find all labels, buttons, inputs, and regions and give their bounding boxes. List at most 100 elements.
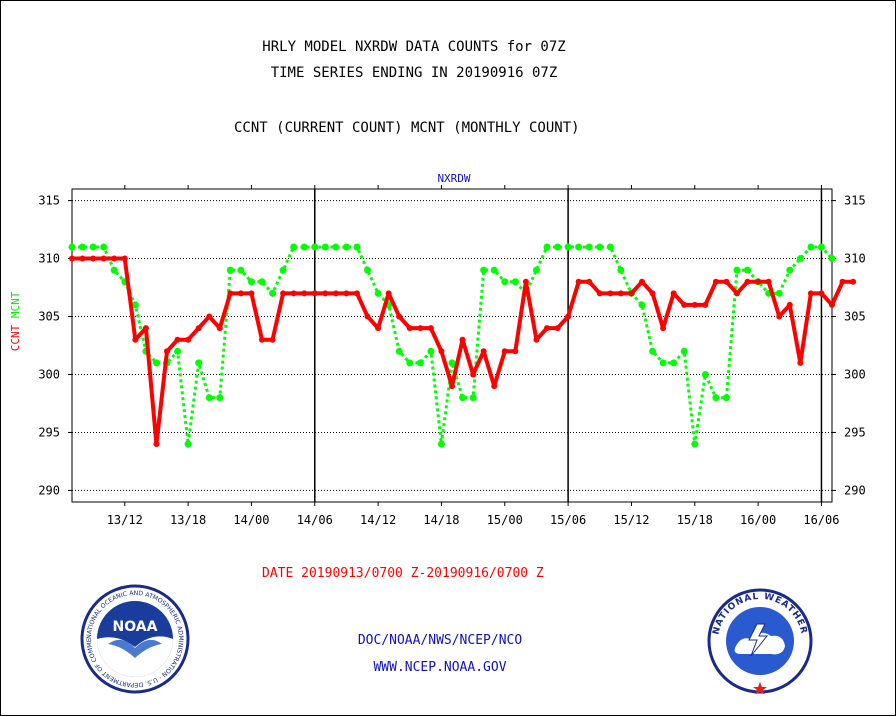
y-tick-label-right: 295 (844, 425, 866, 439)
data-point-ccnt (723, 278, 730, 285)
data-point-mcnt (437, 440, 445, 448)
data-point-mcnt (480, 266, 488, 274)
y-tick-label-left: 305 (38, 310, 60, 324)
data-point-mcnt (501, 278, 509, 286)
data-point-ccnt (100, 255, 107, 262)
data-point-ccnt (375, 325, 382, 332)
data-point-ccnt (628, 290, 635, 297)
y-axis-label: CCNT MCNT (9, 291, 22, 351)
data-point-mcnt (701, 370, 709, 378)
data-point-mcnt (195, 359, 203, 367)
data-point-ccnt (69, 255, 75, 262)
x-tick-label: 13/18 (170, 513, 206, 527)
chart-subtitle: TIME SERIES ENDING IN 20190916 07Z (270, 65, 558, 81)
data-point-ccnt (797, 359, 804, 366)
data-point-mcnt (406, 359, 414, 367)
data-point-ccnt (607, 290, 614, 297)
data-point-ccnt (174, 336, 181, 343)
data-point-ccnt (301, 290, 308, 297)
y-tick-label-left: 295 (38, 425, 60, 439)
data-point-ccnt (850, 278, 857, 285)
y-tick-label-right: 290 (844, 483, 866, 497)
data-point-mcnt (712, 394, 720, 402)
y-axis-label-ccnt: CCNT (9, 318, 22, 351)
data-point-ccnt (332, 290, 339, 297)
data-point-ccnt (427, 325, 434, 332)
nws-logo: NATIONAL WEATHER SERVICE (707, 588, 813, 694)
data-point-ccnt (491, 383, 498, 390)
data-point-ccnt (480, 348, 487, 355)
data-point-mcnt (585, 243, 593, 251)
data-point-ccnt (818, 290, 825, 297)
data-point-ccnt (776, 313, 783, 320)
data-point-mcnt (564, 243, 572, 251)
data-point-ccnt (406, 325, 413, 332)
data-point-mcnt (722, 394, 730, 402)
data-point-ccnt (185, 336, 192, 343)
data-point-ccnt (839, 278, 846, 285)
data-point-ccnt (522, 278, 529, 285)
data-point-mcnt (216, 394, 224, 402)
x-tick-label: 15/06 (550, 513, 586, 527)
data-point-mcnt (395, 347, 403, 355)
data-point-mcnt (796, 255, 804, 263)
data-point-mcnt (490, 266, 498, 274)
data-point-mcnt (828, 255, 836, 263)
data-point-ccnt (786, 301, 793, 308)
data-point-ccnt (132, 336, 139, 343)
data-point-mcnt (79, 243, 87, 251)
data-point-ccnt (660, 325, 667, 332)
data-point-mcnt (290, 243, 298, 251)
data-point-mcnt (775, 289, 783, 297)
plot-area (71, 188, 833, 503)
data-point-mcnt (131, 301, 139, 309)
y-tick-label-left: 310 (38, 252, 60, 266)
data-point-ccnt (290, 290, 297, 297)
data-point-ccnt (755, 278, 762, 285)
data-point-ccnt (691, 301, 698, 308)
y-tick-label-right: 315 (844, 194, 866, 208)
data-point-ccnt (153, 441, 160, 448)
data-point-mcnt (237, 266, 245, 274)
series-line-mcnt (72, 245, 834, 446)
data-point-ccnt (702, 301, 709, 308)
noaa-logo-text: NOAA (113, 619, 158, 635)
data-point-mcnt (670, 359, 678, 367)
data-point-mcnt (321, 243, 329, 251)
data-point-mcnt (469, 394, 477, 402)
data-point-mcnt (606, 243, 614, 251)
data-point-ccnt (121, 255, 128, 262)
x-tick-label: 16/06 (803, 513, 839, 527)
data-point-mcnt (68, 243, 76, 251)
data-point-ccnt (649, 290, 656, 297)
line-chart: 290 290 295 295 300 300 305 305 310 310 315 315 13/1… (9, 172, 866, 527)
credit-website: WWW.NCEP.NOAA.GOV (373, 660, 507, 675)
data-point-ccnt (501, 348, 508, 355)
data-point-mcnt (300, 243, 308, 251)
data-point-ccnt (248, 290, 255, 297)
data-point-mcnt (342, 243, 350, 251)
data-point-mcnt (247, 278, 255, 286)
data-point-ccnt (343, 290, 350, 297)
data-point-mcnt (258, 278, 266, 286)
data-point-ccnt (364, 313, 371, 320)
data-point-ccnt (206, 313, 213, 320)
data-point-ccnt (79, 255, 86, 262)
data-point-ccnt (385, 290, 392, 297)
data-point-mcnt (184, 440, 192, 448)
data-point-ccnt (829, 301, 835, 308)
data-point-mcnt (332, 243, 340, 251)
x-tick-label: 16/00 (740, 513, 776, 527)
data-point-mcnt (596, 243, 604, 251)
data-point-mcnt (110, 266, 118, 274)
data-point-ccnt (354, 290, 360, 297)
data-point-mcnt (374, 289, 382, 297)
data-point-ccnt (322, 290, 329, 297)
data-point-ccnt (807, 290, 814, 297)
data-point-ccnt (734, 290, 740, 297)
data-point-mcnt (174, 347, 182, 355)
data-point-ccnt (617, 290, 624, 297)
date-range-label: DATE 20190913/0700 Z-20190916/0700 Z (262, 566, 544, 581)
data-point-mcnt (89, 243, 97, 251)
x-tick-label: 14/06 (297, 513, 333, 527)
